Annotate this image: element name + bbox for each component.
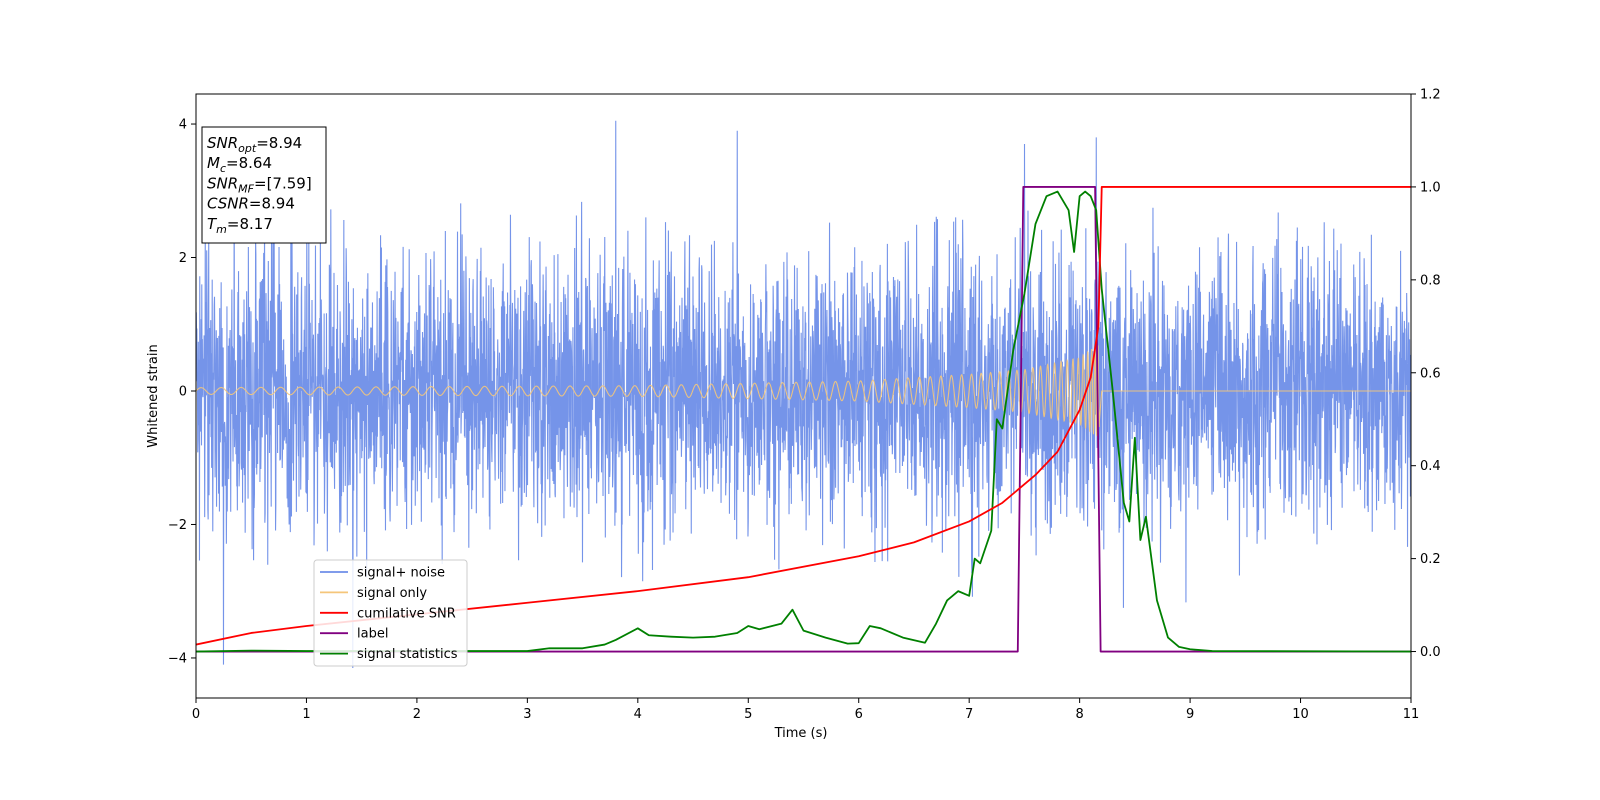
plot-frame bbox=[195, 93, 1412, 699]
series-label bbox=[196, 186, 1411, 653]
y-right-tick-label: 0.4 bbox=[1420, 459, 1441, 474]
y-left-tick-label: −2 bbox=[168, 518, 187, 533]
y-left-tick-label: 2 bbox=[179, 251, 187, 266]
legend-entry: signal statistics bbox=[357, 647, 458, 662]
info-subscript: c bbox=[220, 162, 226, 175]
y-left-tick-label: 4 bbox=[179, 118, 187, 133]
info-box: SNRopt=8.94Mc=8.64SNRMF=[7.59]CSNR=8.94T… bbox=[201, 126, 327, 244]
legend-entry: label bbox=[357, 627, 388, 642]
x-tick-label: 0 bbox=[192, 707, 200, 722]
info-symbol: T bbox=[207, 215, 218, 233]
legend: signal+ noise signal only cumilative SNR la… bbox=[313, 559, 468, 667]
legend-entry: signal only bbox=[357, 586, 427, 601]
series-signal-plus-noise bbox=[196, 120, 1411, 668]
info-value: =8.17 bbox=[227, 215, 273, 233]
info-value: =8.94 bbox=[249, 195, 295, 213]
y-right-tick-label: 1.2 bbox=[1420, 88, 1441, 103]
x-tick-label: 9 bbox=[1186, 707, 1194, 722]
info-subscript: MF bbox=[238, 182, 254, 195]
info-box-frame bbox=[201, 126, 327, 244]
x-tick-label: 3 bbox=[523, 707, 531, 722]
x-tick-label: 10 bbox=[1292, 707, 1309, 722]
y-right-tick-label: 0.6 bbox=[1420, 366, 1441, 381]
legend-entry: signal+ noise bbox=[357, 566, 445, 581]
x-tick-label: 5 bbox=[744, 707, 752, 722]
info-value: =8.64 bbox=[226, 154, 272, 172]
y-left-tick-label: −4 bbox=[168, 651, 187, 666]
legend-entry: cumilative SNR bbox=[357, 606, 456, 621]
info-subscript: opt bbox=[238, 142, 257, 155]
y-right-tick-label: 0.2 bbox=[1420, 552, 1441, 567]
series-signal-statistics bbox=[196, 190, 1411, 653]
x-tick-label: 6 bbox=[855, 707, 863, 722]
info-symbol: SNR bbox=[207, 134, 238, 152]
info-symbol: M bbox=[207, 154, 220, 172]
y-axis-left: 4 2 0 −2 −4 bbox=[168, 118, 196, 666]
y-right-tick-label: 0.8 bbox=[1420, 273, 1441, 288]
info-box-line: SNRMF=[7.59] bbox=[207, 174, 312, 195]
legend-frame bbox=[313, 559, 468, 667]
info-value: =8.94 bbox=[256, 134, 302, 152]
info-box-line: SNRopt=8.94 bbox=[207, 134, 302, 155]
x-axis: 0 1 2 3 4 5 6 7 8 9 10 11 bbox=[192, 698, 1419, 722]
info-symbol: CSNR bbox=[207, 195, 249, 213]
y-left-tick-label: 0 bbox=[179, 384, 187, 399]
x-tick-label: 8 bbox=[1075, 707, 1083, 722]
info-symbol: SNR bbox=[207, 174, 238, 192]
series-layer bbox=[196, 120, 1411, 668]
x-axis-label: Time (s) bbox=[774, 726, 828, 741]
x-tick-label: 1 bbox=[302, 707, 310, 722]
x-tick-label: 11 bbox=[1403, 707, 1420, 722]
x-tick-label: 2 bbox=[413, 707, 421, 722]
info-subscript: m bbox=[216, 223, 227, 236]
y-right-tick-label: 0.0 bbox=[1420, 645, 1441, 660]
series-signal-only bbox=[196, 345, 1411, 437]
y-right-tick-label: 1.0 bbox=[1420, 180, 1441, 195]
info-box-line: Tm=8.17 bbox=[207, 215, 273, 236]
info-box-line: Mc=8.64 bbox=[207, 154, 272, 175]
info-box-line: CSNR=8.94 bbox=[207, 195, 295, 213]
x-tick-label: 4 bbox=[634, 707, 642, 722]
y-axis-label: Whitened strain bbox=[146, 344, 161, 447]
y-axis-right: 1.2 1.0 0.8 0.6 0.4 0.2 0.0 bbox=[1411, 88, 1441, 660]
x-tick-label: 7 bbox=[965, 707, 973, 722]
info-value: =[7.59] bbox=[254, 174, 312, 192]
